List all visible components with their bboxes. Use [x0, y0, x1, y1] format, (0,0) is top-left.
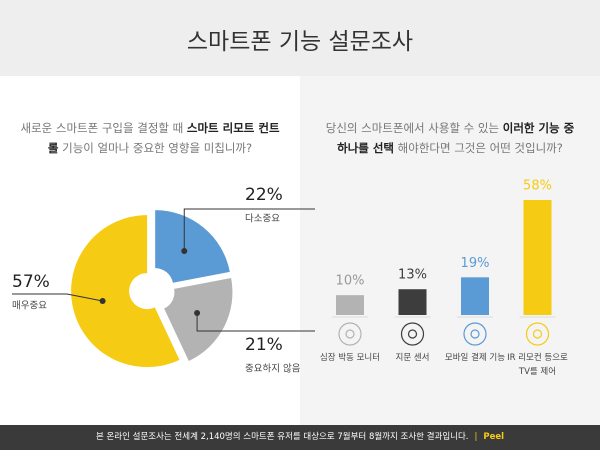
value-label: 13%: [398, 268, 427, 283]
header-bar: [0, 0, 600, 76]
leader-line: [196, 312, 315, 332]
icon-glyph: [532, 329, 543, 339]
value-label: 57%: [12, 272, 50, 292]
charts: 22% 다소중요 21% 중요하지 않음 57% 매우중요 10% 13% 19% 58%: [12, 179, 556, 375]
footer: 본 온라인 설문조사는 전세계 2,140명의 스마트폰 유저를 대상으로 7월…: [0, 425, 600, 450]
icon: [400, 322, 425, 346]
pie-slice: [155, 210, 230, 283]
icon-glyph: [470, 329, 480, 339]
value-label: 21%: [245, 335, 283, 355]
pie-slice: [164, 278, 233, 362]
value-label: 22%: [245, 185, 283, 205]
title: 스마트폰 기능 설문조사: [186, 29, 414, 55]
value-label: 10%: [336, 274, 365, 289]
category-label: 지문 센서: [395, 353, 430, 363]
bar: [461, 277, 489, 315]
category-label: 다소중요: [245, 214, 280, 225]
question: 당신의 스마트폰에서 사용할 수 있는 이러한 기능 중 하나를 선택 해야한다…: [325, 121, 575, 155]
leader-line: [183, 208, 315, 252]
icon-glyph: [345, 329, 355, 339]
question: 새로운 스마트폰 구입을 결정할 때 스마트 리모트 컨트롤 기능이 얼마나 중…: [20, 121, 280, 155]
bar: [336, 295, 364, 315]
icon-glyph: [407, 329, 418, 339]
value-label: 58%: [523, 179, 552, 194]
category-label: 매우중요: [12, 301, 47, 312]
icon: [525, 322, 550, 346]
leader-line: [66, 293, 103, 302]
category-label: 모바일 결제 기능: [444, 353, 506, 363]
category-label: IR 리모컨 등으로 TV를 제어: [507, 353, 568, 377]
bar: [523, 200, 552, 315]
bar: [398, 289, 427, 315]
icon: [463, 322, 487, 346]
pie-slice: [71, 215, 180, 368]
category-label: 심장 박동 모니터: [319, 353, 381, 363]
value-label: 19%: [461, 256, 490, 271]
icon: [338, 322, 362, 346]
category-label: 중요하지 않음: [245, 363, 301, 375]
